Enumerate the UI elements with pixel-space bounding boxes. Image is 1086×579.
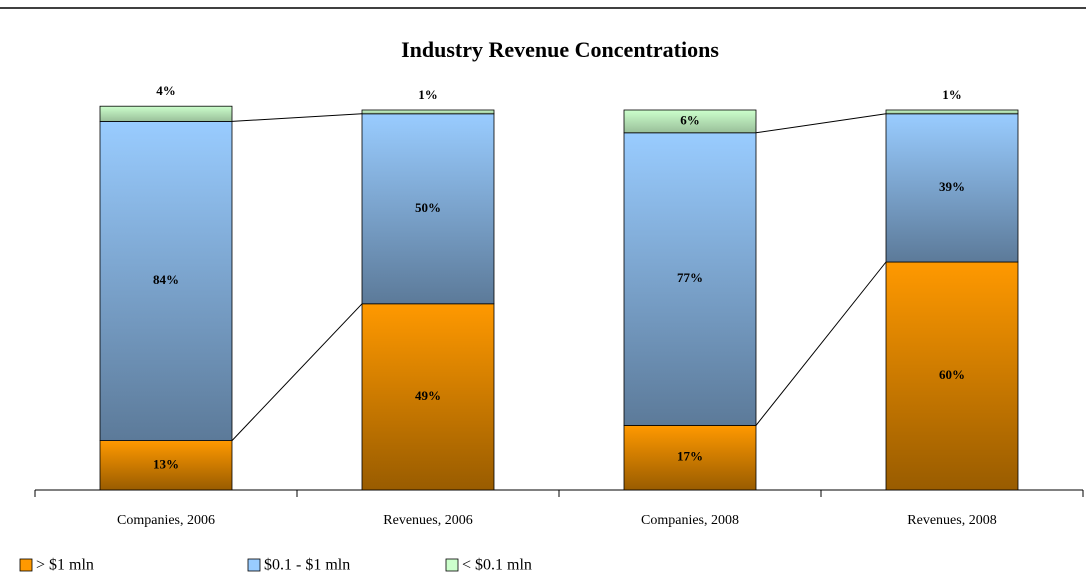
data-label: 13% xyxy=(153,456,179,471)
connector xyxy=(231,113,363,122)
data-label: 6% xyxy=(680,112,700,127)
connector xyxy=(755,261,887,426)
bar-segment xyxy=(623,424,757,491)
data-label: 4% xyxy=(156,83,176,98)
bar-segment xyxy=(361,113,495,305)
x-tick-label: Revenues, 2008 xyxy=(907,513,996,528)
legend-label: > $1 mln xyxy=(36,557,94,574)
x-tick-label: Companies, 2008 xyxy=(641,513,739,528)
x-tick-label: Companies, 2006 xyxy=(117,513,215,528)
bar-segment xyxy=(885,109,1019,115)
data-label: 49% xyxy=(415,388,441,403)
bar-segment xyxy=(99,440,233,491)
bar-segment xyxy=(885,261,1019,491)
bar-segment xyxy=(99,121,233,442)
connector xyxy=(755,113,887,134)
data-label: 1% xyxy=(942,87,962,102)
data-label: 84% xyxy=(153,272,179,287)
legend-swatch xyxy=(445,558,459,572)
bar-segment xyxy=(623,109,757,134)
legend-swatch xyxy=(247,558,261,572)
bar-segment xyxy=(885,113,1019,263)
bar-segment xyxy=(99,105,233,122)
data-label: 77% xyxy=(677,270,703,285)
data-label: 1% xyxy=(418,87,438,102)
bar-segment xyxy=(361,109,495,115)
legend-label: < $0.1 mln xyxy=(462,557,532,574)
data-label: 50% xyxy=(415,200,441,215)
legend-swatch xyxy=(19,558,33,572)
bar-segment xyxy=(623,132,757,426)
legend-label: $0.1 - $1 mln xyxy=(264,557,350,574)
chart-title: Industry Revenue Concentrations xyxy=(401,37,719,62)
data-label: 60% xyxy=(939,367,965,382)
connector xyxy=(231,303,363,441)
data-label: 17% xyxy=(677,449,703,464)
data-label: 39% xyxy=(939,179,965,194)
bar-segment xyxy=(361,303,495,491)
x-tick-label: Revenues, 2006 xyxy=(383,513,472,528)
